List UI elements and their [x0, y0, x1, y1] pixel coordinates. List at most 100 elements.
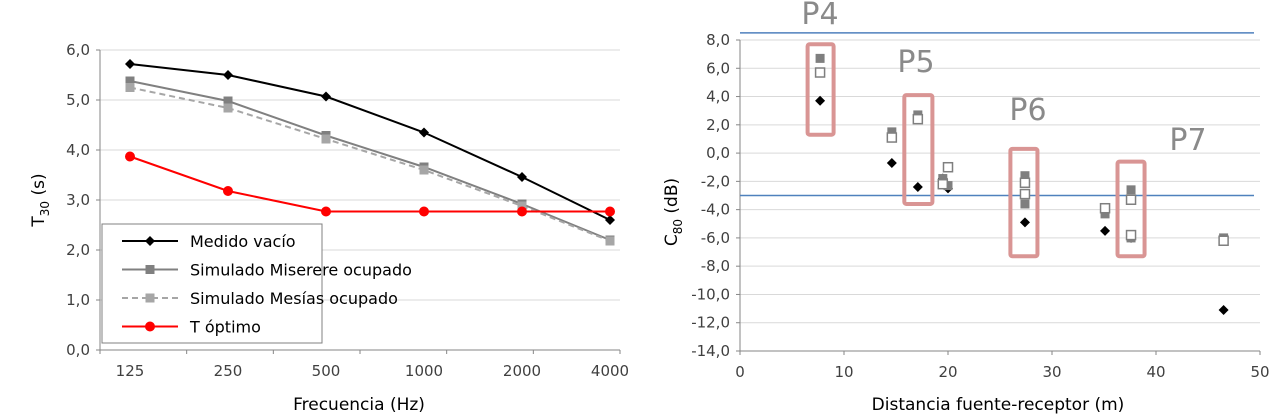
- right-y-tick-label: -4,0: [701, 201, 730, 219]
- series-0-point: [321, 91, 331, 102]
- reverberation-time-chart: 0,0 1,0 2,0 3,0 4,0 5,0 6,0 125 250 500 1000 2000 4…: [29, 41, 629, 415]
- series-1-point: [223, 96, 233, 106]
- right-y-tick-label: 8,0: [706, 31, 730, 49]
- series-2-point: [605, 236, 615, 246]
- left-series: [125, 59, 615, 246]
- group-box-p4: [805, 42, 836, 137]
- left-x-tick-label: 125: [116, 362, 145, 380]
- legend-label-2: Simulado Mesías ocupado: [190, 289, 398, 308]
- left-x-tick-labels: 125 250 500 1000 2000 4000: [116, 362, 629, 380]
- series-3-point: [419, 206, 429, 217]
- legend-label-1: Simulado Miserere ocupado: [190, 261, 412, 280]
- series-line-0: [129, 63, 611, 221]
- right-y-tick-label: 4,0: [706, 88, 730, 106]
- series-1-point: [125, 76, 135, 86]
- right-y-tick-label: -6,0: [701, 229, 730, 247]
- series-2-point: [223, 103, 233, 113]
- right-y-tick-label: -12,0: [691, 314, 730, 332]
- right-y-tick-label: 6,0: [706, 59, 730, 77]
- scatter-point-2: [1019, 177, 1031, 189]
- group-box-p7: [1115, 159, 1147, 259]
- series-0-point: [125, 59, 135, 69]
- left-x-tick-label: 500: [312, 362, 341, 380]
- scatter-point-2: [942, 161, 954, 173]
- series-2-point: [419, 165, 429, 175]
- legend-marker-1: [145, 265, 155, 274]
- legend-marker-0: [145, 236, 155, 246]
- right-y-tick-label: -2,0: [701, 172, 730, 190]
- left-x-tick-label: 250: [214, 362, 243, 380]
- left-y-tick-label: 0,0: [66, 341, 90, 359]
- group-box-p6: [1008, 146, 1040, 259]
- group-label-p4: P4: [801, 0, 838, 32]
- series-3-point: [321, 206, 331, 217]
- scatter-point-2: [1125, 229, 1137, 241]
- scatter-point-2: [937, 178, 949, 190]
- scatter-point-2: [1218, 235, 1229, 246]
- series-3-point: [605, 206, 615, 217]
- right-x-tick-label: 0: [735, 363, 745, 381]
- right-group-labels: P4 P5 P6 P7: [801, 0, 1206, 158]
- series-0-point: [419, 127, 429, 138]
- series-3-point: [517, 206, 527, 217]
- scatter-point-2: [1099, 202, 1111, 214]
- scatter-point-0: [1019, 217, 1030, 228]
- scatter-point-0: [912, 182, 923, 193]
- right-y-tick-label: 0,0: [706, 144, 730, 162]
- legend-marker-2: [145, 293, 155, 303]
- series-0-point: [517, 172, 527, 182]
- scatter-point-0: [886, 157, 897, 168]
- scatter-point-1: [1020, 199, 1030, 209]
- series-line-3: [129, 155, 610, 213]
- left-legend: Medido vacío Simulado Miserere ocupado Sim…: [101, 223, 412, 344]
- right-x-axis-title: Distancia fuente-receptor (m): [872, 395, 1125, 415]
- left-y-tick-label: 6,0: [66, 41, 90, 59]
- series-2-point: [517, 201, 527, 211]
- right-x-tick-label: 50: [1250, 363, 1269, 381]
- scatter-point-1: [938, 174, 948, 184]
- legend-marker-3: [145, 321, 155, 332]
- group-label-p5: P5: [897, 45, 934, 80]
- series-3-point: [125, 151, 135, 162]
- scatter-point-0: [1100, 225, 1111, 236]
- series-2-point: [125, 83, 135, 92]
- right-x-tick-labels: 0 10 20 30 40 50: [735, 363, 1269, 381]
- right-reference-lines: [740, 32, 1254, 197]
- left-x-tick-label: 2000: [503, 362, 541, 380]
- scatter-point-2: [1019, 188, 1031, 200]
- left-y-tick-label: 5,0: [66, 91, 90, 109]
- left-y-tick-label: 3,0: [66, 191, 90, 209]
- left-x-tick-label: 1000: [405, 362, 443, 380]
- right-y-tick-label: 2,0: [706, 116, 730, 134]
- left-y-tick-label: 4,0: [66, 141, 90, 159]
- right-y-tick-label: -10,0: [691, 285, 730, 303]
- scatter-point-2: [814, 67, 826, 78]
- legend-box: [101, 223, 323, 344]
- series-0-point: [223, 70, 233, 80]
- scatter-point-2: [886, 132, 898, 143]
- left-y-tick-label: 1,0: [66, 291, 90, 309]
- group-label-p6: P6: [1009, 93, 1046, 128]
- series-2-point: [321, 134, 331, 144]
- scatter-point-0: [815, 95, 826, 106]
- scatter-point-1: [1126, 185, 1136, 195]
- series-3-point: [223, 186, 233, 196]
- series-0-point: [605, 215, 615, 225]
- clarity-vs-distance-chart: -14,0 -12,0 -10,0 -8,0 -6,0 -4,0 -2,0 0,0 2,0 4,0…: [662, 0, 1270, 415]
- left-y-tick-labels: 0,0 1,0 2,0 3,0 4,0 5,0 6,0: [66, 41, 90, 359]
- right-y-tick-label: -14,0: [691, 342, 730, 360]
- left-y-axis-title: T30 (s): [29, 173, 52, 227]
- right-x-tick-label: 10: [834, 363, 853, 381]
- scatter-point-2: [1125, 194, 1137, 205]
- series-line-2: [129, 86, 611, 242]
- right-group-boxes: [805, 42, 1147, 259]
- scatter-point-0: [1218, 305, 1229, 316]
- legend-label-0: Medido vacío: [190, 232, 296, 251]
- left-x-axis-title: Frecuencia (Hz): [293, 395, 425, 415]
- scatter-point-1: [1100, 209, 1110, 219]
- series-line-1: [129, 80, 611, 241]
- right-y-axis-title: C80 (dB): [662, 178, 685, 246]
- left-x-tick-label: 4000: [591, 362, 629, 380]
- right-data-points: [814, 53, 1229, 316]
